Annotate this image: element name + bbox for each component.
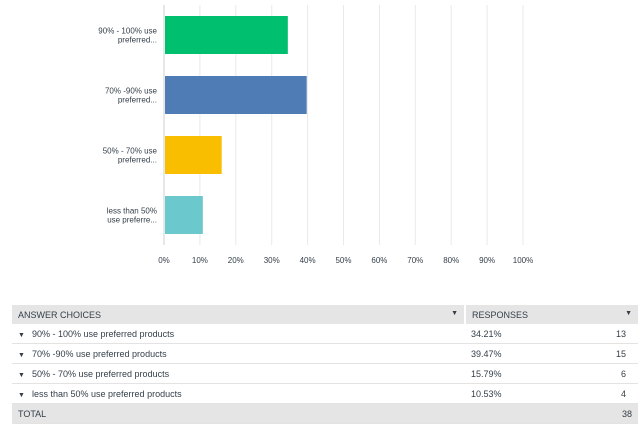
- category-label: 50% - 70% use preferred...: [103, 147, 158, 165]
- response-percent: 10.53%: [471, 388, 502, 399]
- total-label: TOTAL: [12, 403, 465, 424]
- answer-cell: ▼ 70% -90% use preferred products: [12, 343, 465, 364]
- x-tick-label: 10%: [192, 256, 208, 265]
- bar: [165, 76, 307, 114]
- expand-caret-icon[interactable]: ▼: [18, 371, 25, 379]
- sort-caret-icon[interactable]: ▼: [625, 310, 632, 317]
- expand-caret-icon[interactable]: ▼: [18, 391, 25, 399]
- answer-cell: ▼ less than 50% use preferred products: [12, 383, 465, 404]
- x-tick-label: 0%: [158, 256, 170, 265]
- expand-caret-icon[interactable]: ▼: [18, 351, 25, 359]
- response-count: 13: [615, 328, 626, 339]
- response-count: 4: [620, 388, 626, 399]
- x-tick-label: 40%: [300, 256, 316, 265]
- table-row: ▼ less than 50% use preferred products 10…: [12, 383, 638, 404]
- table-row: ▼ 50% - 70% use preferred products 15.79%…: [12, 363, 638, 384]
- answer-choices-header-label: ANSWER CHOICES: [18, 309, 102, 320]
- answer-choices-header[interactable]: ANSWER CHOICES ▼: [12, 305, 466, 324]
- answer-label: 50% - 70% use preferred products: [32, 368, 170, 379]
- table-row: ▼ 70% -90% use preferred products 39.47% 1…: [12, 343, 638, 364]
- expand-caret-icon[interactable]: ▼: [18, 331, 25, 339]
- category-label: 90% - 100% use preferred...: [98, 27, 157, 45]
- responses-header[interactable]: RESPONSES ▼: [465, 305, 638, 324]
- answer-choices-table: ANSWER CHOICES ▼ RESPONSES ▼ ▼ 90% - 100%…: [12, 305, 638, 424]
- category-label: less than 50% use preferre...: [107, 207, 157, 225]
- category-label: 70% -90% use preferred...: [105, 87, 158, 105]
- response-count: 6: [620, 368, 626, 379]
- table-row: ▼ 90% - 100% use preferred products 34.21…: [12, 324, 638, 344]
- response-count: 15: [615, 348, 626, 359]
- response-cell: 34.21% 13: [465, 324, 638, 344]
- bar: [165, 16, 288, 54]
- response-percent: 39.47%: [471, 348, 502, 359]
- total-row: TOTAL 38: [12, 403, 638, 424]
- answer-label: 70% -90% use preferred products: [32, 348, 167, 359]
- x-tick-label: 30%: [264, 256, 280, 265]
- answer-label: 90% - 100% use preferred products: [32, 328, 175, 339]
- x-tick-label: 50%: [335, 256, 351, 265]
- responses-header-label: RESPONSES: [472, 309, 529, 320]
- x-tick-label: 80%: [443, 256, 459, 265]
- total-count: 38: [465, 403, 638, 424]
- bar: [165, 196, 203, 234]
- sort-caret-icon[interactable]: ▼: [451, 310, 458, 317]
- answer-cell: ▼ 50% - 70% use preferred products: [12, 363, 465, 384]
- x-tick-label: 100%: [513, 256, 533, 265]
- response-cell: 10.53% 4: [465, 383, 638, 404]
- answer-label: less than 50% use preferred products: [32, 388, 182, 399]
- bar: [165, 136, 222, 174]
- bar-chart: 0% 10% 20% 30% 40% 50% 60% 70% 80% 90% 100% 90% - 1…: [98, 5, 533, 265]
- response-percent: 15.79%: [471, 368, 502, 379]
- response-cell: 39.47% 15: [465, 343, 638, 364]
- x-tick-label: 20%: [228, 256, 244, 265]
- response-percent: 34.21%: [471, 328, 502, 339]
- x-tick-label: 70%: [407, 256, 423, 265]
- table-header-row: ANSWER CHOICES ▼ RESPONSES ▼: [12, 305, 638, 324]
- response-cell: 15.79% 6: [465, 363, 638, 384]
- x-tick-label: 90%: [479, 256, 495, 265]
- x-tick-label: 60%: [371, 256, 387, 265]
- answer-cell: ▼ 90% - 100% use preferred products: [12, 324, 465, 344]
